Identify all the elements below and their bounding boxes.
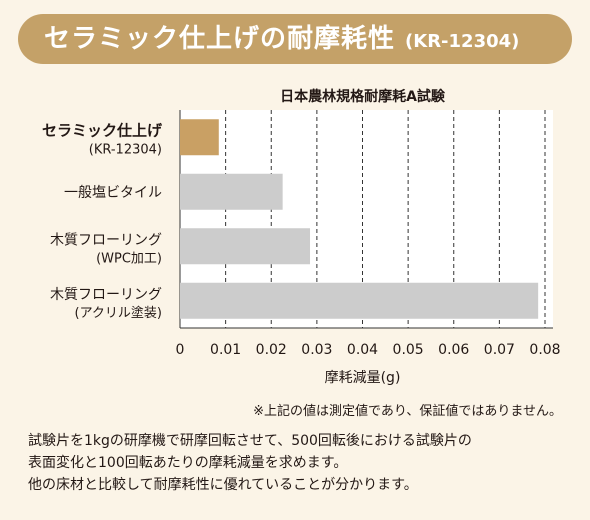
bar [180,119,219,156]
bar [180,173,283,210]
abrasion-bar-chart: 日本農林規格耐摩耗A試験 0 0.01 0.02 0.03 0.04 0.05 0.06 0.0… [42,88,561,386]
category-label: 木質フローリング [50,232,162,248]
x-tick-label: 0 [176,342,185,358]
description-line: 表面変化と100回転あたりの摩耗減量を求めます。 [28,455,348,471]
title-banner: セラミック仕上げの耐摩耗性 (KR-12304) [18,14,572,64]
bar [180,228,311,265]
category-sublabel: (KR-12304) [89,142,162,157]
x-tick-label: 0.05 [393,342,424,358]
category-label: セラミック仕上げ [42,121,163,139]
x-tick-label: 0.04 [347,342,378,358]
category-sublabel: (アクリル塗装) [75,305,163,321]
x-tick-label: 0.01 [210,342,241,358]
category-sublabel: (WPC加工) [96,251,162,266]
x-tick-label: 0.03 [301,342,332,358]
x-tick-label: 0.08 [529,342,560,358]
banner-product-code: (KR-12304) [405,31,520,52]
x-axis-label: 摩耗減量(g) [325,369,401,386]
banner-title: セラミック仕上げの耐摩耗性 [44,24,396,54]
disclaimer-note: ※上記の値は測定値であり、保証値ではありません。 [253,404,562,419]
description-line: 試験片を1kgの研摩機で研摩回転させて、500回転後における試験片の [28,433,472,449]
category-label: 木質フローリング [50,287,162,303]
bar [180,282,539,319]
description-line: 他の床材と比較して耐摩耗性に優れていることが分かります。 [28,477,418,493]
category-label: 一般塩ビタイル [64,185,162,201]
x-tick-label: 0.06 [438,342,469,358]
chart-title: 日本農林規格耐摩耗A試験 [280,88,446,105]
x-tick-label: 0.07 [484,342,515,358]
x-tick-label: 0.02 [256,342,287,358]
description: 試験片を1kgの研摩機で研摩回転させて、500回転後における試験片の 表面変化と… [28,430,568,496]
